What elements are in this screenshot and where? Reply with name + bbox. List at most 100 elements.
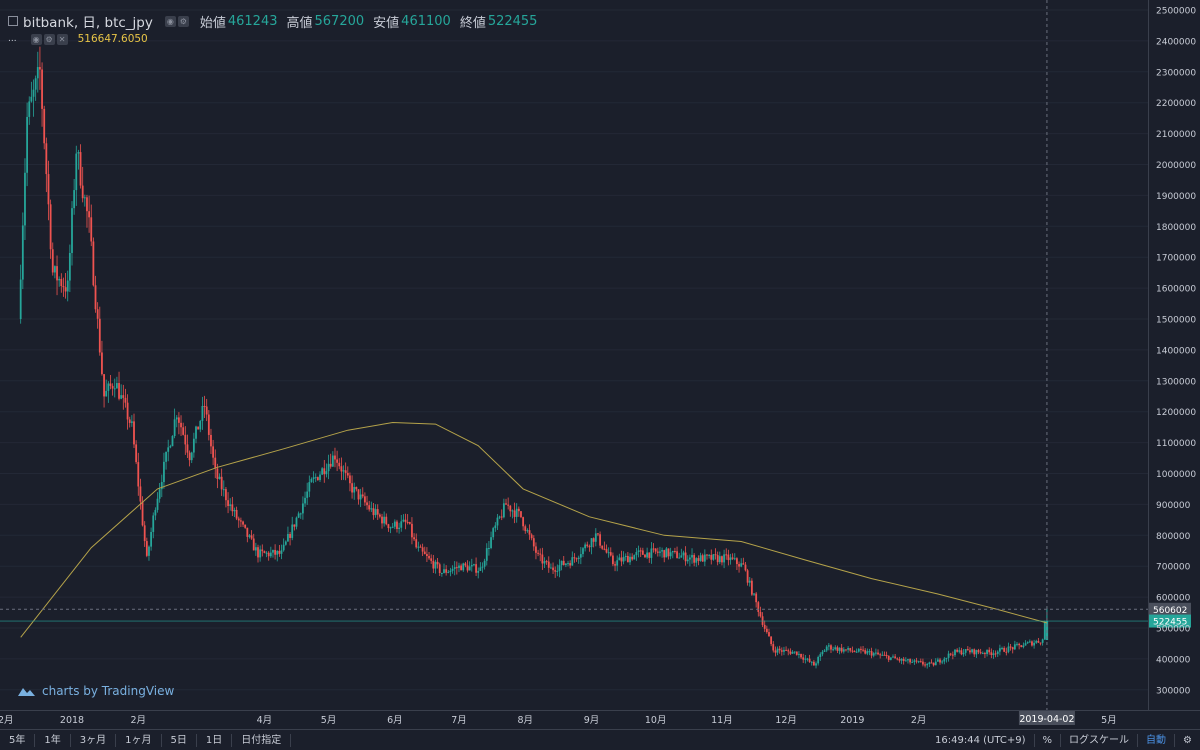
candle-body	[158, 489, 161, 499]
candle-body	[24, 172, 26, 226]
period-3m-button[interactable]: 3ヶ月	[71, 733, 117, 747]
candle-body	[641, 550, 644, 555]
candle-body	[896, 658, 899, 660]
last-price-label: 522455	[1153, 618, 1187, 628]
candle-body	[141, 501, 144, 526]
candle-body	[404, 519, 407, 522]
close-label: 終値	[459, 15, 486, 31]
clock-readout[interactable]: 16:49:44 (UTC+9)	[935, 734, 1026, 746]
candle-body	[971, 649, 973, 653]
candle-body	[661, 550, 663, 552]
period-5d-button[interactable]: 5日	[162, 733, 197, 747]
candle-body	[915, 660, 918, 662]
eye-icon[interactable]: ◉	[164, 15, 176, 27]
candle-body	[870, 651, 873, 656]
candle-body	[996, 651, 999, 654]
log-scale-button[interactable]: ログスケール	[1060, 733, 1137, 747]
close-icon[interactable]: ✕	[56, 33, 68, 45]
candle-body	[682, 552, 685, 556]
square-minus-icon[interactable]	[8, 16, 18, 26]
candle-body	[949, 653, 952, 655]
candle-body	[252, 538, 255, 551]
candle-body	[654, 548, 657, 552]
low-value: 461100	[401, 13, 451, 29]
indicator-dots[interactable]: ...	[8, 34, 17, 44]
candle-body	[836, 647, 839, 651]
candle-body	[426, 554, 428, 557]
candle-body	[325, 471, 328, 475]
candle-body	[374, 509, 377, 516]
candle-body	[417, 546, 420, 548]
symbol-title[interactable]: bitbank, 日, btc_jpy	[23, 15, 153, 31]
candle-body	[432, 560, 435, 569]
candle-body	[314, 477, 317, 479]
candle-body	[338, 462, 341, 467]
candle-body	[522, 517, 525, 527]
candle-body	[919, 661, 922, 663]
candle-body	[135, 444, 138, 463]
candle-body	[706, 554, 708, 556]
candle-body	[768, 632, 770, 637]
candle-body	[573, 557, 576, 559]
candle-body	[855, 651, 858, 653]
candle-body	[445, 569, 448, 573]
y-tick-label: 1300000	[1156, 377, 1196, 387]
candle-body	[663, 550, 666, 558]
candle-body	[197, 426, 200, 430]
candle-body	[225, 489, 227, 501]
candle-body	[130, 421, 133, 423]
settings-icon[interactable]: ⚙	[43, 33, 55, 45]
candle-body	[517, 508, 520, 512]
time-axis[interactable]: 2月 2018 2月 4月 5月 6月 7月 8月 9月 10月 11月 12月 2019 2月 5月	[0, 710, 1200, 727]
candle-body	[511, 510, 514, 512]
candle-body	[36, 67, 39, 79]
candle-body	[765, 628, 768, 633]
price-chart[interactable]: 560602 522455 2019-04-02 2500000 2400000 230…	[0, 0, 1200, 730]
candle-body	[669, 552, 672, 557]
candle-body	[898, 659, 901, 661]
goto-date-button[interactable]: 日付指定	[232, 733, 292, 747]
candle-body	[342, 470, 345, 472]
period-1y-button[interactable]: 1年	[35, 733, 71, 747]
candle-body	[969, 650, 971, 653]
candle-body	[872, 653, 875, 656]
gear-icon[interactable]: ⚙	[1174, 733, 1200, 747]
x-tick-label: 6月	[387, 715, 403, 726]
candle-body	[483, 560, 486, 567]
period-1d-button[interactable]: 1日	[197, 733, 233, 747]
period-1m-button[interactable]: 1ヶ月	[116, 733, 162, 747]
x-tick-label: 10月	[645, 715, 667, 726]
candle-body	[535, 546, 537, 553]
price-axis[interactable]: 2500000 2400000 2300000 2200000 2100000 20000…	[1148, 0, 1197, 710]
auto-scale-button[interactable]: 自動	[1137, 733, 1174, 747]
period-5y-button[interactable]: 5年	[0, 733, 36, 747]
candle-body	[1022, 645, 1025, 648]
x-tick-label: 4月	[257, 715, 273, 726]
candle-body	[233, 509, 236, 512]
candle-body	[834, 647, 837, 650]
percent-scale-button[interactable]: %	[1033, 733, 1061, 747]
candle-body	[1011, 647, 1014, 650]
candle-body	[547, 561, 550, 568]
candle-body	[477, 570, 480, 573]
candle-body	[378, 514, 381, 517]
candle-body	[455, 567, 458, 569]
candle-body	[479, 567, 482, 571]
candle-body	[359, 494, 362, 500]
settings-icon[interactable]: ⚙	[177, 15, 189, 27]
candle-body	[558, 565, 561, 571]
tradingview-watermark[interactable]: charts by TradingView	[16, 684, 174, 698]
candle-body	[306, 491, 309, 498]
candle-body	[310, 478, 313, 483]
candle-body	[812, 661, 815, 666]
candle-body	[1037, 640, 1040, 643]
watermark-text: charts by TradingView	[42, 684, 175, 698]
candle-body	[804, 658, 807, 660]
candle-body	[731, 557, 734, 559]
candle-body	[28, 101, 31, 117]
candle-body	[554, 570, 557, 572]
moving-average-line	[20, 421, 1048, 638]
eye-icon[interactable]: ◉	[30, 33, 42, 45]
candle-body	[451, 568, 454, 571]
candle-body	[227, 500, 229, 506]
